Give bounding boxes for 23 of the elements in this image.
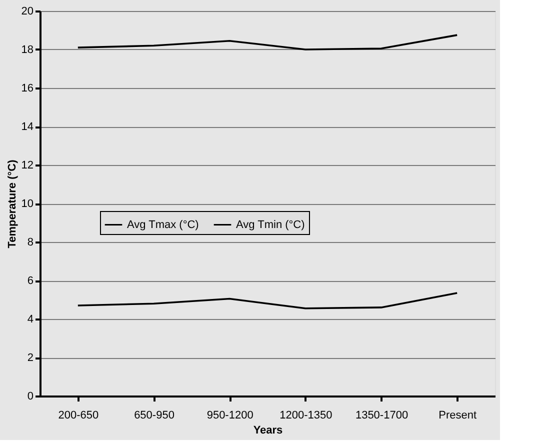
- y-tick-label: 2: [27, 352, 34, 364]
- x-tick-label: Present: [438, 410, 477, 422]
- y-tick-label: 18: [21, 44, 34, 56]
- y-axis-title: Temperature (°C): [6, 159, 18, 248]
- x-tick-label: 950-1200: [206, 410, 254, 422]
- x-tick-label: 1350-1700: [355, 410, 408, 422]
- y-tick-label: 14: [21, 121, 34, 133]
- x-tick-label: 1200-1350: [280, 410, 332, 422]
- y-tick-label: 12: [21, 160, 34, 172]
- y-tick-label: 16: [21, 82, 34, 94]
- y-tick-label: 6: [27, 275, 34, 287]
- line-series: [77, 292, 458, 310]
- y-tick-label: 10: [21, 198, 34, 210]
- y-tick-label: 20: [21, 6, 34, 18]
- y-tick-label: 4: [27, 314, 34, 326]
- legend-label: Avg Tmin (°C): [236, 218, 305, 231]
- legend-label: Avg Tmax (°C): [127, 218, 199, 231]
- y-tick-label: 0: [27, 390, 34, 402]
- y-tick-label: 8: [27, 236, 34, 248]
- x-axis-title: Years: [253, 424, 283, 436]
- x-tick-label: 200-650: [58, 410, 99, 422]
- x-tick-label: 650-950: [134, 410, 174, 422]
- line-series: [77, 34, 458, 50]
